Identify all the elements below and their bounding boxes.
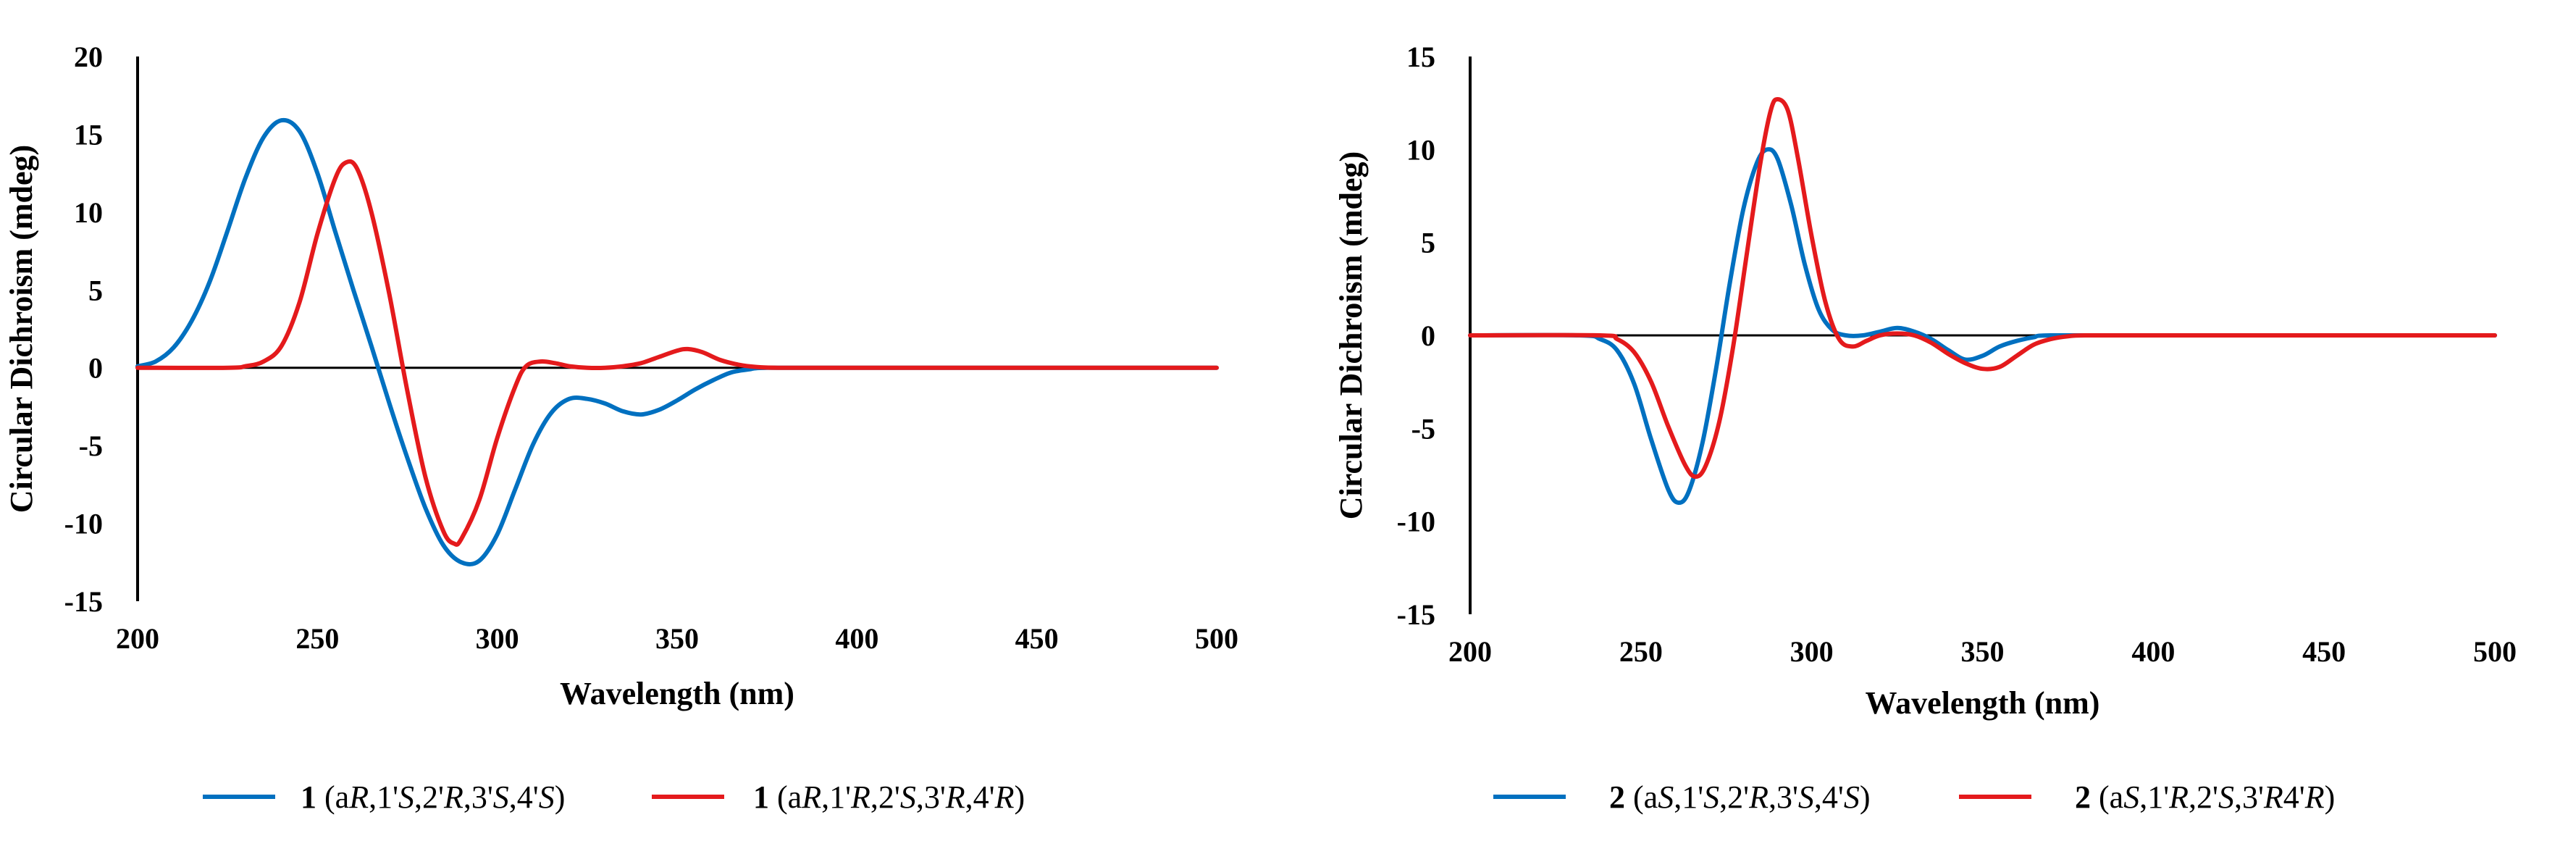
y-tick-label: -10 <box>1397 506 1435 538</box>
y-axis-title: Circular Dichroism (mdeg) <box>1333 151 1369 519</box>
x-tick-label: 500 <box>2473 635 2517 668</box>
x-tick-label: 200 <box>116 622 159 655</box>
y-tick-label: 5 <box>88 274 103 306</box>
x-tick-label: 450 <box>2302 635 2346 668</box>
chart-compound-1: 20 15 10 5 0 -5 -10 -15 200 250 300 350 400 450 500 Wav… <box>4 41 1238 815</box>
x-tick-label: 400 <box>835 622 878 655</box>
x-tick-label: 200 <box>1448 635 1492 668</box>
y-tick-label: -10 <box>64 508 103 540</box>
y-tick-label: -5 <box>79 430 103 462</box>
x-tick-label: 300 <box>1790 635 1834 668</box>
x-tick-label: 350 <box>1961 635 2005 668</box>
x-tick-label: 400 <box>2131 635 2175 668</box>
y-axis-title: Circular Dichroism (mdeg) <box>4 145 39 513</box>
x-tick-label: 500 <box>1195 622 1238 655</box>
x-tick-label: 250 <box>1619 635 1663 668</box>
x-axis-title: Wavelength (nm) <box>560 676 794 711</box>
series-line-1 <box>1468 147 2497 506</box>
y-tick-label: 10 <box>74 196 103 229</box>
y-tick-label: 0 <box>88 352 103 385</box>
y-tick-label: -5 <box>1411 412 1435 445</box>
y-tick-label: 5 <box>1421 227 1435 259</box>
y-tick-label: 10 <box>1406 133 1435 166</box>
y-tick-label: -15 <box>1397 598 1435 631</box>
y-tick-label: 20 <box>74 41 103 73</box>
series-line-2 <box>1468 97 2497 480</box>
x-tick-label: 300 <box>476 622 519 655</box>
y-tick-label: 15 <box>1406 41 1435 73</box>
x-axis-title: Wavelength (nm) <box>1866 685 2100 721</box>
y-tick-label: 15 <box>74 118 103 151</box>
legend-label: 1 (aR,1'S,2'R,3'S,4'S) <box>301 779 565 815</box>
legend-label: 2 (aS,1'R,2'S,3'R4'R) <box>2075 779 2335 815</box>
x-tick-label: 350 <box>655 622 699 655</box>
series-line-2 <box>135 159 1219 547</box>
legend-label: 1 (aR,1'R,2'S,3'R,4'R) <box>753 779 1025 815</box>
chart-compound-2: 15 10 5 0 -5 -10 -15 200 250 300 350 400 450 500 Wavel… <box>1333 41 2517 815</box>
x-tick-label: 250 <box>295 622 339 655</box>
series-line-1 <box>135 117 1219 566</box>
legend-label: 2 (aS,1'S,2'R,3'S,4'S) <box>1609 779 1870 815</box>
x-tick-label: 450 <box>1015 622 1059 655</box>
y-tick-label: -15 <box>64 585 103 618</box>
y-tick-label: 0 <box>1421 319 1435 352</box>
